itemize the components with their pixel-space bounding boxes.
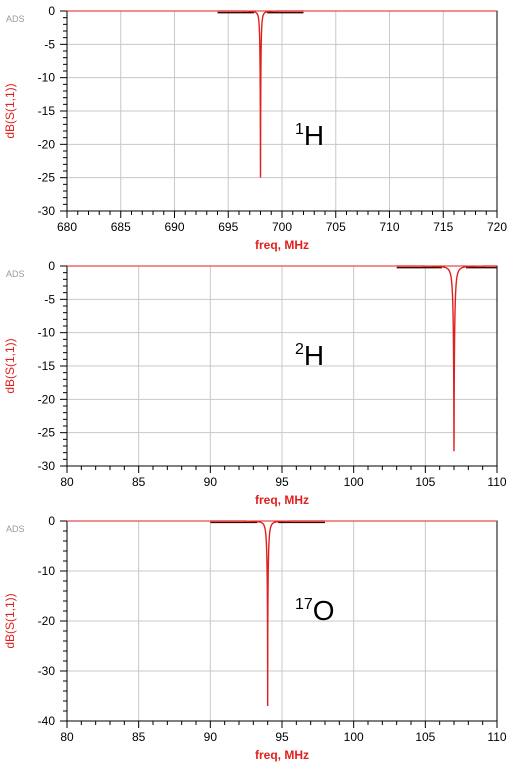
x-tick-label: 685 xyxy=(111,220,131,234)
y-tick-label: 0 xyxy=(48,514,55,528)
isotope-symbol: H xyxy=(304,340,324,371)
ads-watermark: ADS xyxy=(6,524,25,534)
x-tick-label: 80 xyxy=(60,475,74,489)
x-axis-label: freq, MHz xyxy=(255,238,309,252)
isotope-symbol: O xyxy=(313,595,335,626)
y-tick-label: -10 xyxy=(38,71,56,85)
x-tick-label: 690 xyxy=(164,220,184,234)
x-tick-label: 695 xyxy=(218,220,238,234)
series-line-0 xyxy=(396,265,497,452)
y-tick-label: -5 xyxy=(44,37,55,51)
x-tick-label: 710 xyxy=(379,220,399,234)
y-tick-label: 0 xyxy=(48,4,55,18)
x-tick-label: 715 xyxy=(433,220,453,234)
y-tick-label: 0 xyxy=(48,259,55,273)
x-tick-label: 95 xyxy=(275,730,289,744)
x-tick-label: 705 xyxy=(326,220,346,234)
x-tick-label: 110 xyxy=(487,475,506,489)
x-tick-label: 105 xyxy=(415,730,435,744)
x-tick-label: 85 xyxy=(132,475,146,489)
chart-svg: 680 685 690 695 700 705 710 715 720 0 -5 -10 -15 -20 -… xyxy=(3,4,507,252)
chart-panel-2: 80 85 90 95 100 105 110 0 -5 -10 -15 -20 -25 -30 ADS fr… xyxy=(0,255,510,510)
x-tick-label: 90 xyxy=(204,475,218,489)
y-axis-label: dB(S(1,1)) xyxy=(3,593,17,648)
x-tick-label: 700 xyxy=(272,220,292,234)
x-tick-label: 85 xyxy=(132,730,146,744)
x-tick-label: 90 xyxy=(204,730,218,744)
y-tick-label: -10 xyxy=(38,326,56,340)
y-tick-label: -25 xyxy=(38,171,56,185)
isotope-mass-number: 1 xyxy=(295,121,304,138)
ads-watermark: ADS xyxy=(6,14,25,24)
y-tick-label: -40 xyxy=(38,714,56,728)
isotope-symbol: H xyxy=(304,120,324,151)
x-tick-label: 680 xyxy=(57,220,77,234)
isotope-label: 17O xyxy=(295,595,335,626)
isotope-label: 2H xyxy=(295,340,324,371)
chart-panel-1: 680 685 690 695 700 705 710 715 720 0 -5 -10 -15 -20 -… xyxy=(0,0,510,255)
y-tick-label: -10 xyxy=(38,564,56,578)
y-axis-label: dB(S(1,1)) xyxy=(3,338,17,393)
y-tick-label: -15 xyxy=(38,359,56,373)
isotope-label: 1H xyxy=(295,120,324,151)
x-tick-label: 100 xyxy=(344,730,364,744)
x-tick-label: 105 xyxy=(415,475,435,489)
y-tick-label: -20 xyxy=(38,392,56,406)
x-tick-label: 80 xyxy=(60,730,74,744)
chart-svg: 80 85 90 95 100 105 110 0 -5 -10 -15 -20 -25 -30 ADS fr… xyxy=(3,259,507,507)
y-tick-label: -15 xyxy=(38,104,56,118)
x-tick-label: 95 xyxy=(275,475,289,489)
ads-watermark: ADS xyxy=(6,269,25,279)
chart-panel-3: 80 85 90 95 100 105 110 0 -10 -20 -30 -40 ADS freq, M… xyxy=(0,510,510,765)
chart-svg: 80 85 90 95 100 105 110 0 -10 -20 -30 -40 ADS freq, M… xyxy=(3,514,507,762)
y-tick-label: -30 xyxy=(38,204,56,218)
isotope-mass-number: 2 xyxy=(295,341,304,358)
x-tick-label: 720 xyxy=(487,220,507,234)
x-axis-label: freq, MHz xyxy=(255,493,309,507)
y-tick-label: -30 xyxy=(38,459,56,473)
x-axis-label: freq, MHz xyxy=(255,748,309,762)
series-line-0 xyxy=(210,520,325,707)
x-tick-label: 110 xyxy=(487,730,506,744)
y-tick-label: -25 xyxy=(38,426,56,440)
y-tick-label: -20 xyxy=(38,614,56,628)
isotope-mass-number: 17 xyxy=(295,596,313,613)
y-axis-label: dB(S(1,1)) xyxy=(3,83,17,138)
y-tick-label: -30 xyxy=(38,664,56,678)
y-tick-label: -5 xyxy=(44,292,55,306)
y-tick-label: -20 xyxy=(38,137,56,151)
series-line-0 xyxy=(217,10,304,178)
x-tick-label: 100 xyxy=(344,475,364,489)
